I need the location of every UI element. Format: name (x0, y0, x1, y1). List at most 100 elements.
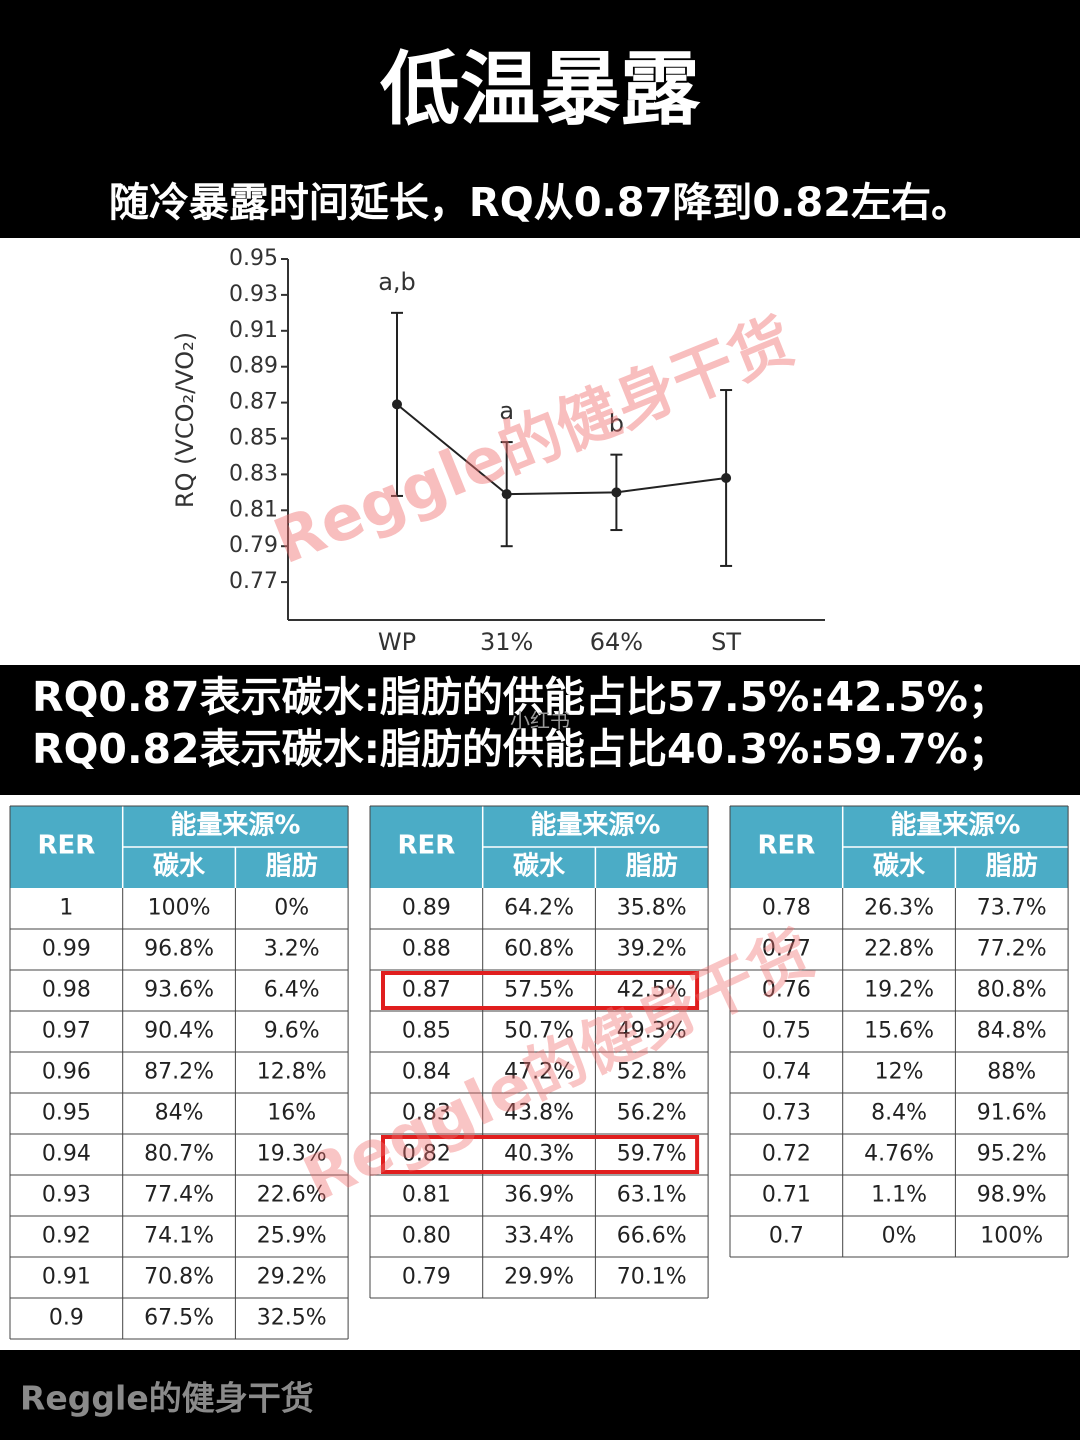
table-cell: 0.75 (762, 1019, 811, 1044)
table-cell: 0.82 (402, 1142, 451, 1167)
table-cell: 0.7 (769, 1224, 804, 1249)
line (396, 403, 727, 496)
table-cell: 1.1% (871, 1183, 927, 1208)
table-cell: 57.5% (504, 978, 574, 1003)
table-cell: 0.97 (42, 1019, 91, 1044)
table-cell: 0.74 (762, 1060, 811, 1085)
y-tick-label: 0.81 (229, 497, 278, 522)
table-cell: 0.79 (402, 1265, 451, 1290)
chart-bg (0, 238, 1080, 665)
y-tick-label: 0.93 (229, 282, 278, 307)
annotation: b (609, 410, 624, 438)
table-cell: 25.9% (257, 1224, 327, 1249)
table-cell: 0.9 (49, 1306, 84, 1331)
table-cell: 0.78 (762, 896, 811, 921)
table-cell: 0.99 (42, 937, 91, 962)
table-cell: 0.80 (402, 1224, 451, 1249)
table-cell: 0.84 (402, 1060, 451, 1085)
table-cell: 96.8% (144, 937, 214, 962)
table-cell: 0.88 (402, 937, 451, 962)
table-cell: 63.1% (617, 1183, 687, 1208)
logo-mark: 小红书 (510, 709, 570, 733)
point (392, 399, 402, 410)
table-cell: 59.7% (617, 1142, 687, 1167)
table-cell: 36.9% (504, 1183, 574, 1208)
table-cell: 0.93 (42, 1183, 91, 1208)
table-cell: 8.4% (871, 1101, 927, 1126)
table-cell: 95.2% (977, 1142, 1047, 1167)
table-header: 能量来源% (170, 810, 300, 841)
point (611, 487, 622, 498)
table-cell: 19.2% (864, 978, 934, 1003)
table-cell: 1 (59, 896, 73, 921)
table-header: RER (757, 831, 815, 861)
footer-bg (0, 1350, 1080, 1440)
table-cell: 22.6% (257, 1183, 327, 1208)
table-cell: 0.89 (402, 896, 451, 921)
table-cell: 6.4% (264, 978, 320, 1003)
table-cell: 91.6% (977, 1101, 1047, 1126)
footer-text: Reggle的健身干货 (20, 1379, 314, 1418)
table-cell: 90.4% (144, 1019, 214, 1044)
y-tick-label: 0.83 (229, 461, 278, 486)
table-cell: 73.7% (977, 896, 1047, 921)
table-cell: 15.6% (864, 1019, 934, 1044)
table-cell: 50.7% (504, 1019, 574, 1044)
table-cell: 66.6% (617, 1224, 687, 1249)
table-header: 碳水 (153, 852, 206, 882)
text-line: RQ0.87表示碳水:脂肪的供能占比57.5%:42.5%； (32, 673, 1009, 721)
y-tick-label: 0.87 (229, 390, 278, 415)
table-cell: 52.8% (617, 1060, 687, 1085)
table-cell: 0.92 (42, 1224, 91, 1249)
table-cell: 0% (882, 1224, 917, 1249)
table-cell: 39.2% (617, 937, 687, 962)
y-tick-label: 0.91 (229, 318, 278, 343)
x-tick-label: WP (378, 628, 416, 656)
table-cell: 43.8% (504, 1101, 574, 1126)
table-header: 脂肪 (986, 852, 1038, 882)
table-cell: 3.2% (264, 937, 320, 962)
table-cell: 33.4% (504, 1224, 574, 1249)
table-cell: 84.8% (977, 1019, 1047, 1044)
table-cell: 0.98 (42, 978, 91, 1003)
table-cell: 26.3% (864, 896, 934, 921)
highlight (381, 971, 700, 1010)
table-cell: 0.96 (42, 1060, 91, 1085)
table-cell: 40.3% (504, 1142, 574, 1167)
table-cell: 19.3% (257, 1142, 327, 1167)
table-cell: 87.2% (144, 1060, 214, 1085)
table-header: 脂肪 (626, 852, 678, 882)
y-tick-label: 0.79 (229, 533, 278, 558)
title: 低温暴露 (380, 43, 701, 136)
table-cell: 93.6% (144, 978, 214, 1003)
table-cell: 0.95 (42, 1101, 91, 1126)
annotation: a,b (378, 268, 416, 296)
y-tick-label: 0.85 (229, 426, 278, 451)
table-cell: 42.5% (617, 978, 687, 1003)
table-cell: 70.1% (617, 1265, 687, 1290)
table-cell: 0.76 (762, 978, 811, 1003)
table-cell: 60.8% (504, 937, 574, 962)
table-header: 能量来源% (530, 810, 660, 841)
table-header: 脂肪 (266, 852, 318, 882)
table-cell: 47.2% (504, 1060, 574, 1085)
table-cell: 100% (148, 896, 211, 921)
point (721, 472, 732, 483)
text-band (0, 665, 1080, 795)
table-cell: 70.8% (144, 1265, 214, 1290)
table-cell: 22.8% (864, 937, 934, 962)
table-cell: 56.2% (617, 1101, 687, 1126)
table-cell: 4.76% (864, 1142, 934, 1167)
table-cell: 0.94 (42, 1142, 91, 1167)
table-cell: 0.72 (762, 1142, 811, 1167)
table-cell: 80.8% (977, 978, 1047, 1003)
table-header: 碳水 (873, 852, 926, 882)
table-cell: 0.83 (402, 1101, 451, 1126)
table-cell: 77.4% (144, 1183, 214, 1208)
table-cell: 84% (155, 1101, 204, 1126)
table-cell: 16% (267, 1101, 316, 1126)
text-line: RQ0.82表示碳水:脂肪的供能占比40.3%:59.7%； (32, 725, 1009, 773)
table-cell: 88% (987, 1060, 1036, 1085)
table-cell: 67.5% (144, 1306, 214, 1331)
table-cell: 98.9% (977, 1183, 1047, 1208)
